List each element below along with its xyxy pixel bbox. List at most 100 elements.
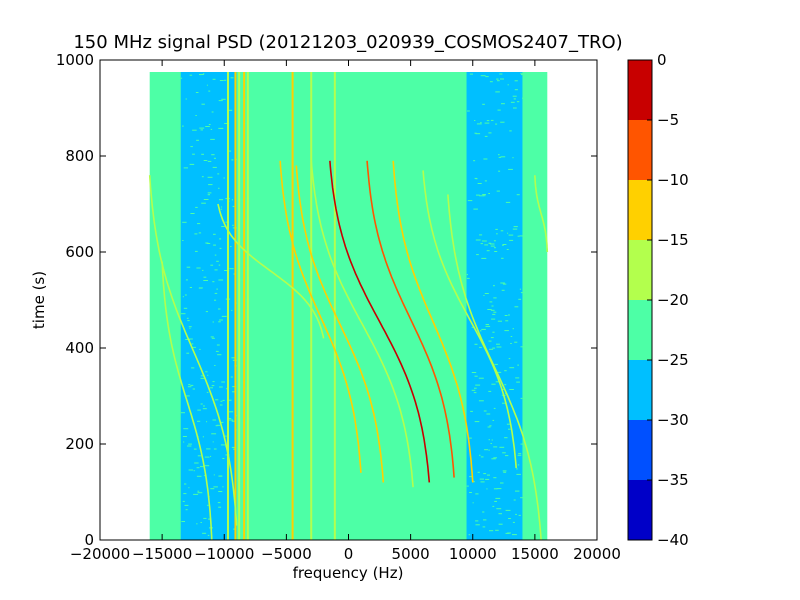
colorbar-tick-label: −15 [657, 231, 689, 249]
noise-speck [212, 78, 216, 80]
noise-speck [228, 399, 232, 401]
plot-area: −20000 −15000 −10000 −5000 0 5000 10000 15000 20… [56, 51, 621, 563]
noise-speck [513, 499, 516, 501]
noise-speck [193, 470, 195, 472]
noise-speck [220, 206, 223, 208]
noise-speck [486, 488, 488, 490]
noise-speck [192, 129, 197, 131]
noise-speck [500, 230, 504, 232]
noise-speck [496, 233, 498, 235]
noise-speck [189, 74, 193, 76]
noise-speck [230, 77, 234, 79]
noise-speck [205, 126, 210, 127]
noise-speck [501, 289, 505, 291]
doppler-track [392, 160, 474, 483]
x-tick-label: −10000 [194, 545, 254, 563]
colorbar-tick-label: −20 [657, 291, 689, 309]
colorbar-tick-label: −30 [657, 411, 689, 429]
noise-speck [489, 425, 492, 427]
noise-speck [482, 195, 486, 197]
noise-speck [221, 226, 225, 227]
noise-speck [220, 208, 223, 210]
noise-speck [186, 352, 190, 354]
noise-speck [224, 435, 227, 437]
noise-speck [228, 419, 234, 421]
noise-speck [199, 348, 201, 350]
noise-speck [494, 363, 498, 365]
noise-speck [514, 306, 519, 308]
noise-speck [488, 449, 490, 451]
noise-speck [201, 202, 206, 204]
colorbar-level [628, 120, 652, 180]
noise-speck [210, 455, 212, 457]
noise-speck [190, 213, 195, 214]
noise-speck [206, 448, 211, 450]
noise-speck [485, 325, 491, 327]
noise-speck [204, 465, 210, 467]
noise-speck [194, 233, 198, 235]
noise-speck [232, 386, 237, 388]
noise-speck [512, 328, 514, 330]
noise-speck [182, 125, 184, 127]
noise-speck [205, 242, 209, 244]
noise-speck [489, 530, 494, 532]
noise-speck [200, 522, 202, 523]
noise-speck [202, 436, 204, 438]
noise-speck [516, 101, 520, 103]
noise-speck [493, 477, 497, 479]
x-tick-label: 10000 [449, 545, 497, 563]
noise-speck [473, 392, 477, 394]
x-tick-label: −5000 [261, 545, 312, 563]
noise-speck [485, 76, 489, 78]
noise-speck [494, 251, 498, 252]
noise-speck [199, 127, 205, 129]
noise-speck [496, 190, 500, 192]
noise-speck [218, 187, 220, 189]
noise-speck [488, 242, 490, 244]
noise-speck [512, 534, 517, 536]
noise-speck [219, 319, 223, 321]
noise-speck [210, 264, 214, 266]
noise-speck [475, 133, 481, 135]
noise-speck [476, 194, 480, 196]
noise-speck [221, 98, 226, 100]
noise-speck [214, 269, 218, 271]
noise-speck [232, 205, 235, 207]
colorbar-level [628, 180, 652, 240]
noise-speck [466, 485, 469, 487]
noise-speck [231, 446, 236, 448]
noise-speck [183, 428, 189, 430]
noise-speck [217, 354, 222, 356]
noise-speck [195, 206, 198, 208]
noise-speck [231, 309, 233, 311]
noise-speck [220, 421, 224, 423]
noise-speck [207, 194, 210, 196]
noise-speck [486, 474, 490, 476]
noise-speck [230, 376, 233, 378]
noise-speck [484, 122, 490, 124]
colorbar-level [628, 480, 652, 540]
noise-speck [220, 400, 223, 402]
noise-speck [514, 89, 518, 91]
noise-speck [466, 277, 470, 279]
noise-speck [509, 367, 515, 369]
noise-speck [231, 357, 235, 359]
noise-speck [219, 404, 223, 406]
noise-speck [491, 458, 496, 460]
noise-speck [496, 508, 502, 510]
noise-speck [490, 309, 495, 311]
noise-speck [510, 343, 512, 344]
noise-speck [514, 80, 518, 82]
colorbar-ticks: 0 −5 −10 −15 −20 −25 −30 −35 −40 [647, 51, 689, 549]
noise-speck [486, 120, 490, 122]
noise-speck [520, 497, 524, 499]
noise-speck [497, 320, 502, 322]
noise-speck [508, 234, 514, 236]
noise-speck [206, 84, 208, 86]
noise-speck [505, 320, 509, 322]
doppler-track [422, 170, 517, 469]
noise-speck [218, 279, 224, 281]
noise-speck [502, 470, 507, 472]
y-tick-label: 800 [65, 147, 94, 165]
doppler-track [217, 203, 325, 339]
